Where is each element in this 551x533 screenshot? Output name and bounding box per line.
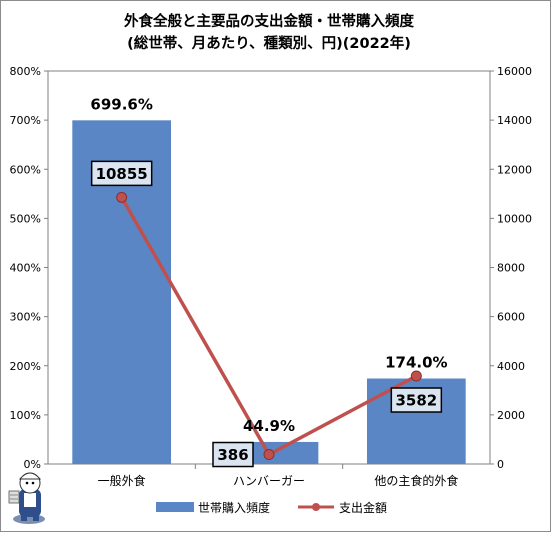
right-tick-label: 0 [497,458,504,471]
left-tick-label: 700% [10,114,41,127]
right-tick-label: 2000 [497,409,525,422]
right-axis: 0 2000 4000 6000 8000 10000 12000 14000 16000 [490,65,532,471]
plot-area [47,70,491,469]
line-point [116,191,128,203]
bar-data-label: 699.6% [90,95,152,113]
category-axis: 一般外食 ハンバーガー 他の主食的外食 [98,473,459,488]
line-point [263,449,275,461]
line-data-label: 386 [217,446,248,464]
legend-bar-swatch [156,502,194,512]
right-tick-label: 8000 [497,262,525,275]
line-data-label: 3582 [395,392,437,410]
line-data-label: 10855 [96,165,148,183]
right-tick-label: 12000 [497,163,532,176]
left-tick-label: 200% [10,360,41,373]
mascot-icon [8,472,45,524]
line-point [410,370,422,382]
left-tick-label: 600% [10,163,41,176]
right-tick-label: 10000 [497,212,532,225]
left-tick-label: 300% [10,311,41,324]
legend-bar-label: 世帯購入頻度 [198,500,270,515]
right-tick-label: 4000 [497,360,525,373]
left-tick-label: 0% [24,458,41,471]
line-series [116,191,422,461]
left-axis: 0% 100% 200% 300% 400% 500% 600% 700% 800% [10,65,48,471]
category-label: 一般外食 [98,473,146,488]
bar-data-label: 44.9% [243,417,295,435]
line-data-label-box [212,441,254,468]
right-tick-label: 6000 [497,311,525,324]
right-tick-label: 16000 [497,65,532,78]
plot-border [47,70,491,465]
line-data-label-box [90,160,153,187]
left-tick-label: 400% [10,262,41,275]
line-data-label-box [390,387,443,413]
bar-data-label: 174.0% [385,354,447,372]
category-label: ハンバーガー [233,474,305,488]
left-tick-label: 100% [10,409,41,422]
data-labels: 699.6% 44.9% 174.0% 10855 386 3582 [90,95,448,468]
right-tick-label: 14000 [497,114,532,127]
left-tick-label: 800% [10,65,41,78]
chart-title-line2: (総世帯、月あたり、種類別、円)(2022年) [127,34,411,52]
category-label: 他の主食的外食 [374,473,458,488]
chart-title-line1: 外食全般と主要品の支出金額・世帯購入頻度 [124,12,414,30]
left-tick-label: 500% [10,212,41,225]
legend: 世帯購入頻度 支出金額 [156,500,387,515]
legend-line-marker [312,503,320,511]
legend-line-label: 支出金額 [339,500,387,515]
